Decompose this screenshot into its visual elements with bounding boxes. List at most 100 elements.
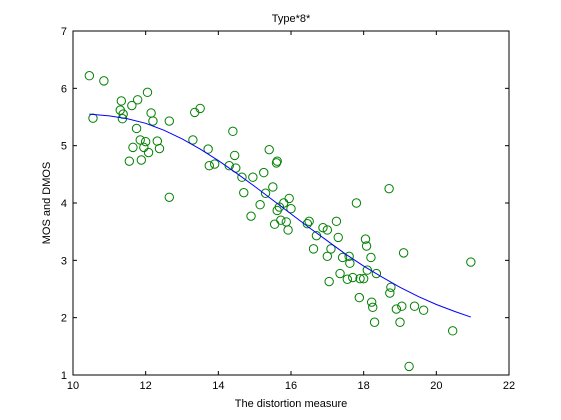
data-point: [237, 172, 247, 182]
data-point: [276, 215, 286, 225]
y-axis-ticks: 1 2 3 4 5 6 7: [61, 26, 509, 382]
chart-title: Type*8*: [272, 13, 311, 25]
data-point: [369, 317, 380, 327]
data-point: [366, 297, 377, 307]
data-point: [326, 244, 336, 254]
data-point: [362, 265, 372, 275]
data-point: [361, 241, 372, 251]
data-point: [132, 95, 143, 105]
data-point: [279, 198, 289, 208]
y-tick-label: 5: [61, 141, 67, 153]
data-point: [335, 268, 345, 279]
data-point: [466, 257, 476, 267]
x-axis-ticks: 10 12 14 16 18 20 22: [67, 31, 515, 392]
x-tick-label: 22: [503, 380, 515, 392]
data-point: [398, 248, 409, 258]
data-point: [255, 200, 265, 210]
data-point: [239, 187, 249, 198]
data-point: [368, 302, 378, 313]
x-tick-label: 10: [67, 380, 79, 392]
data-point: [203, 144, 213, 154]
data-point: [246, 211, 256, 221]
data-point: [284, 193, 294, 204]
data-point: [447, 326, 458, 336]
x-tick-label: 12: [140, 380, 152, 392]
data-point: [204, 161, 214, 171]
y-tick-label: 4: [61, 198, 67, 210]
data-point: [371, 268, 382, 279]
x-tick-label: 18: [358, 380, 370, 392]
data-point: [397, 301, 407, 311]
data-point: [116, 96, 127, 106]
y-tick-label: 6: [61, 83, 67, 95]
plot-area: [73, 31, 509, 375]
data-point: [366, 252, 376, 263]
data-point: [143, 147, 154, 158]
data-point: [286, 204, 296, 214]
data-point: [140, 136, 151, 147]
data-point: [164, 116, 174, 126]
data-point: [337, 252, 348, 263]
data-markers: [84, 71, 476, 372]
data-point: [228, 126, 238, 137]
x-tick-label: 16: [285, 380, 297, 392]
data-point: [322, 251, 333, 262]
data-point: [195, 103, 205, 114]
data-point: [260, 188, 271, 198]
data-point: [348, 272, 358, 283]
data-point: [355, 273, 365, 284]
data-point: [404, 361, 414, 372]
data-point: [131, 123, 142, 134]
data-point: [345, 258, 355, 268]
data-point: [354, 292, 365, 303]
data-point: [210, 159, 220, 169]
data-point: [384, 183, 394, 194]
data-point: [136, 155, 147, 165]
y-tick-label: 3: [61, 255, 67, 267]
data-point: [331, 216, 342, 227]
data-point: [124, 156, 135, 166]
data-point: [128, 142, 138, 153]
data-point: [139, 142, 149, 153]
fit-curve: [89, 113, 472, 318]
y-tick-label: 2: [61, 313, 67, 325]
data-point: [308, 244, 319, 254]
data-point: [418, 305, 429, 315]
data-point: [333, 232, 343, 243]
data-point: [99, 76, 109, 86]
data-point: [342, 274, 353, 284]
data-point: [304, 216, 314, 227]
data-point: [272, 156, 282, 166]
x-tick-label: 20: [430, 380, 442, 392]
data-point: [268, 182, 278, 192]
data-point: [385, 288, 395, 298]
data-point: [322, 225, 333, 235]
data-point: [148, 116, 158, 126]
data-point: [259, 167, 269, 178]
data-point: [344, 251, 354, 262]
data-point: [135, 135, 145, 145]
data-point: [283, 225, 293, 235]
data-point: [351, 198, 362, 208]
data-point: [386, 282, 396, 292]
data-point: [84, 71, 95, 81]
data-point: [395, 317, 405, 327]
data-point: [318, 222, 328, 233]
data-point: [188, 135, 198, 145]
x-axis-label: The distortion measure: [235, 398, 348, 410]
y-axis-label: MOS and DMOS: [41, 162, 53, 245]
data-point: [164, 192, 174, 202]
data-point: [409, 301, 420, 311]
data-point: [248, 172, 258, 182]
data-point: [358, 273, 369, 284]
fit-line-path: [89, 113, 472, 318]
data-point: [324, 276, 334, 287]
y-tick-label: 7: [61, 26, 67, 38]
y-tick-label: 1: [61, 370, 67, 382]
data-point: [391, 304, 402, 314]
data-point: [264, 144, 274, 155]
data-point: [229, 150, 240, 161]
data-point: [154, 143, 165, 154]
x-tick-label: 14: [212, 380, 224, 392]
